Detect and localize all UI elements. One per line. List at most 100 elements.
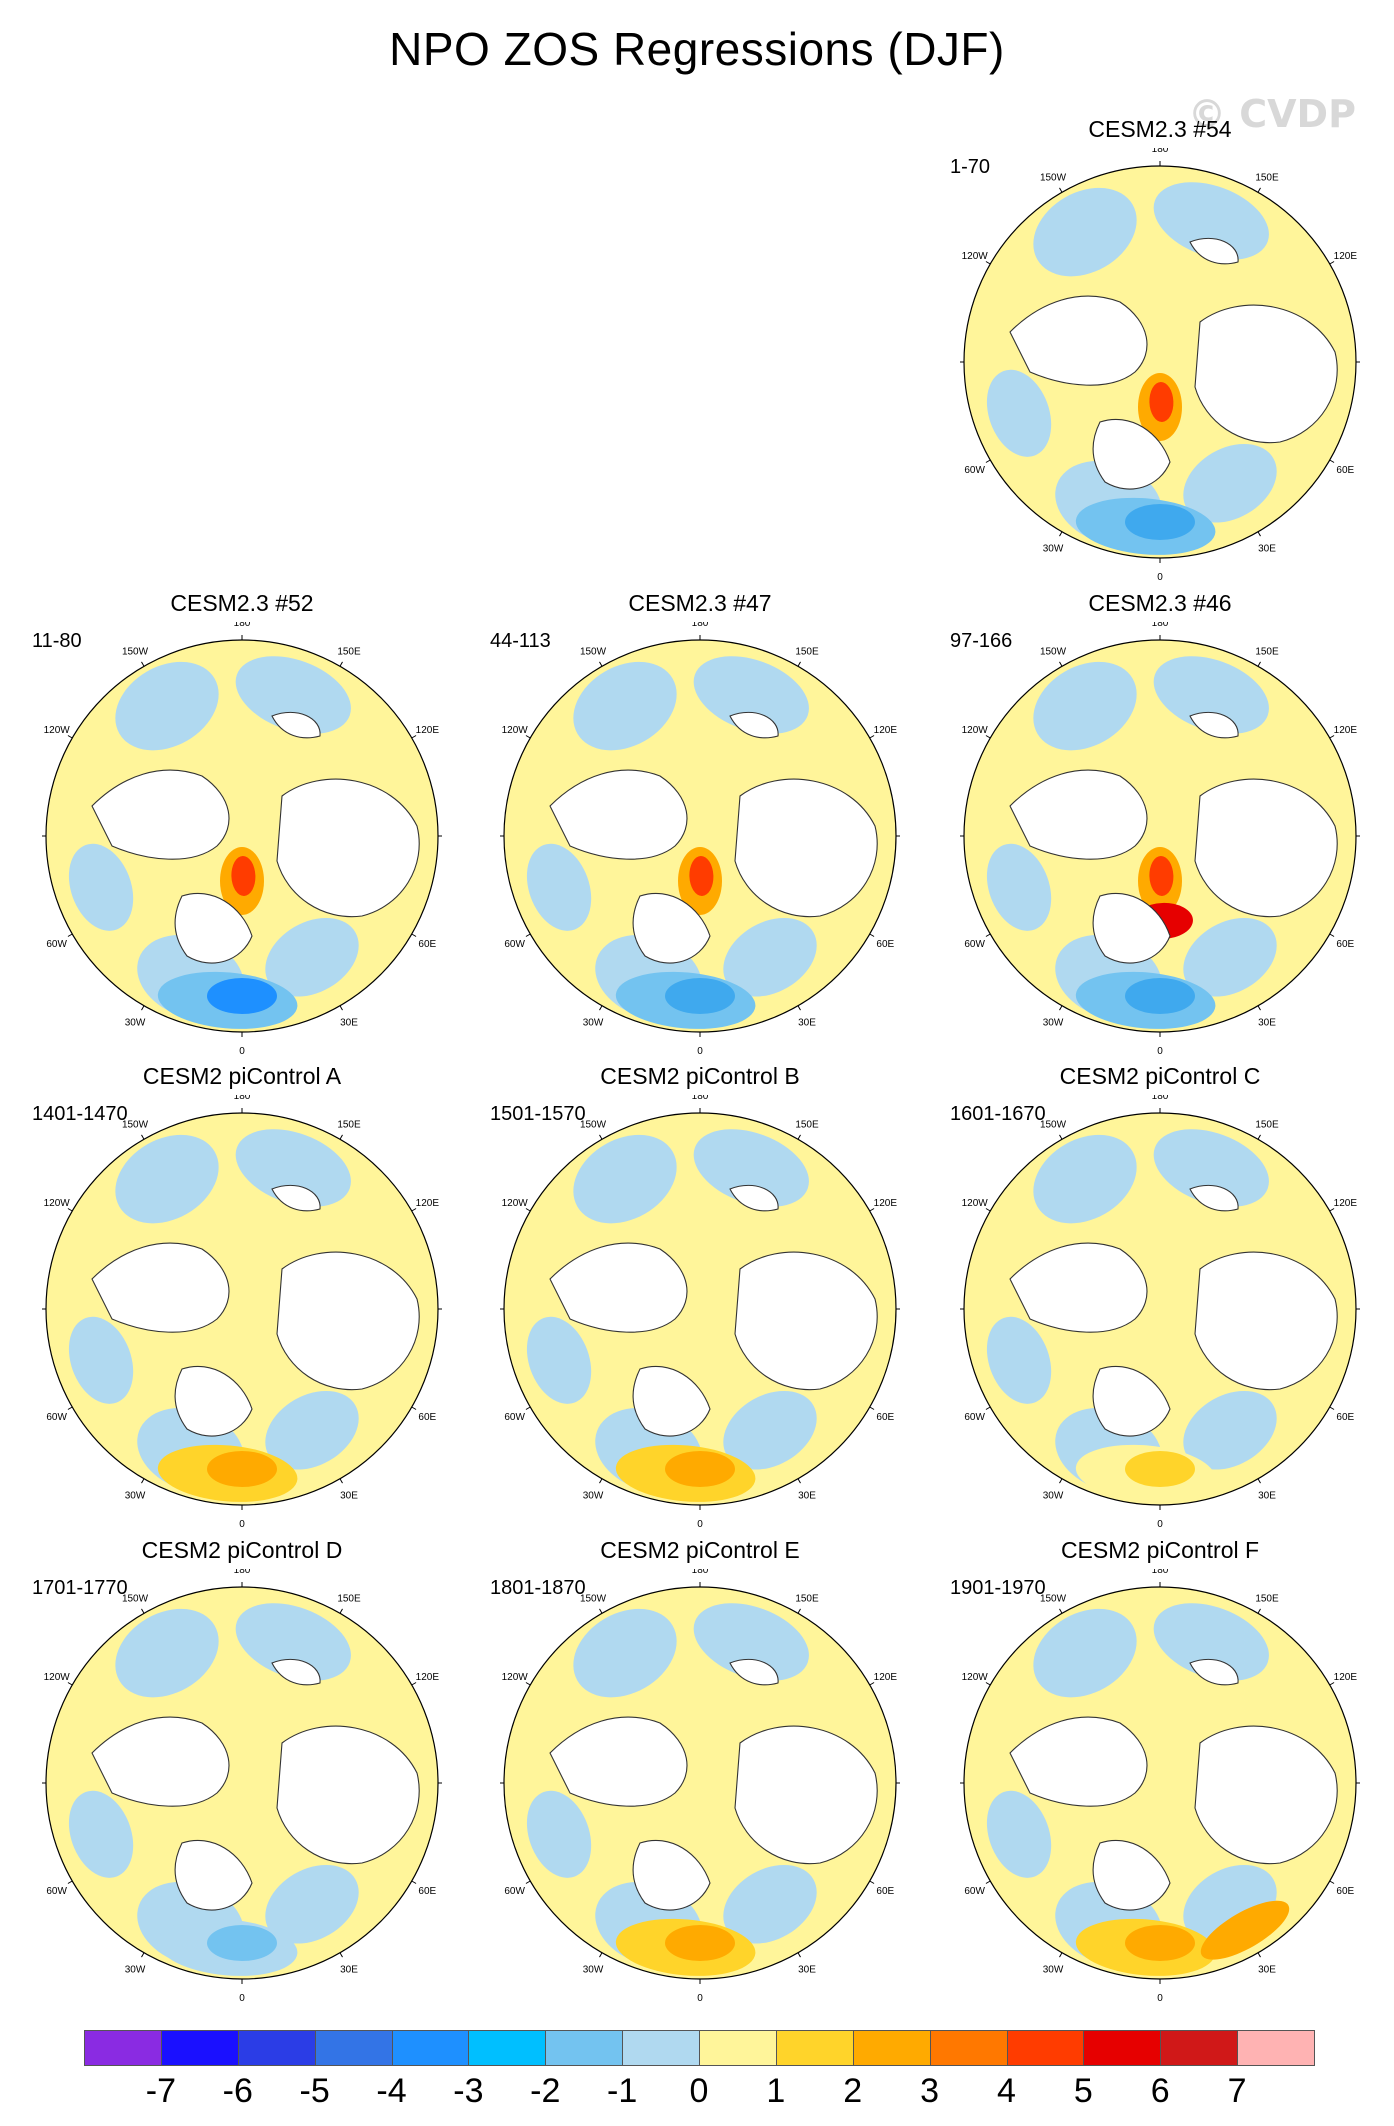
map-panel: CESM2 piControl C1601-1670180150E120E90E… <box>950 1063 1370 1533</box>
polar-map: 180150E120E90E60E30E030W60W90W120W150W <box>500 1569 900 2001</box>
longitude-label: 120E <box>874 1198 898 1209</box>
longitude-label: 150W <box>122 1120 149 1131</box>
panel-period: 1501-1570 <box>490 1103 586 1125</box>
longitude-label: 180 <box>692 1569 709 1576</box>
tick-mark <box>1329 459 1335 463</box>
tick-mark <box>599 1952 603 1958</box>
tick-mark <box>141 1005 145 1011</box>
anomaly-region <box>207 978 277 1014</box>
longitude-label: 60W <box>964 465 985 476</box>
anomaly-region <box>265 1864 359 1944</box>
tick-mark <box>339 661 343 667</box>
longitude-label: 30E <box>798 1490 816 1501</box>
longitude-label: 60W <box>964 1412 985 1423</box>
anomaly-region <box>665 1451 735 1487</box>
map-panel: CESM2 piControl A1401-1470180150E120E90E… <box>32 1063 452 1533</box>
polar-map: 180150E120E90E60E30E030W60W90W120W150W <box>500 622 900 1054</box>
longitude-label: 60W <box>46 939 67 950</box>
land-mass <box>1194 1725 1338 1865</box>
longitude-label: 180 <box>234 1095 251 1102</box>
land-mass <box>1092 418 1171 490</box>
anomaly-region <box>723 917 817 997</box>
longitude-label: 150E <box>1255 1120 1279 1131</box>
longitude-label: 0 <box>697 1993 703 2001</box>
colorbar: -7 -6 -5 -4 -3 -2 -1 0 1 2 3 4 5 6 7 <box>84 2030 1315 2110</box>
longitude-label: 150W <box>1040 173 1067 184</box>
anomaly-region <box>1033 187 1137 277</box>
tick-mark <box>67 1682 73 1686</box>
longitude-label: 30E <box>340 1017 358 1028</box>
land-mass <box>632 892 711 964</box>
anomaly-region <box>1033 1134 1137 1224</box>
anomaly-region <box>68 843 134 931</box>
longitude-label: 120E <box>874 1672 898 1683</box>
panel-period: 1801-1870 <box>490 1577 586 1599</box>
longitude-label: 30E <box>1258 1490 1276 1501</box>
longitude-label: 30W <box>125 1964 146 1975</box>
land-mass <box>91 769 230 860</box>
tick-mark <box>599 1478 603 1484</box>
longitude-label: 0 <box>1157 1993 1163 2001</box>
land-mass <box>1092 892 1171 964</box>
land-mass <box>174 1365 253 1437</box>
longitude-label: 150W <box>580 647 607 658</box>
panel-period: 44-113 <box>490 630 551 652</box>
anomaly-region <box>115 1134 219 1224</box>
land-mass <box>1009 1242 1148 1333</box>
tick-mark <box>339 1134 343 1140</box>
tick-mark <box>985 933 991 937</box>
tick-mark <box>141 1478 145 1484</box>
longitude-label: 30W <box>1043 543 1064 554</box>
anomaly-region <box>1125 1451 1195 1487</box>
longitude-label: 30E <box>798 1964 816 1975</box>
longitude-label: 60E <box>418 939 436 950</box>
anomaly-region <box>115 661 219 751</box>
longitude-label: 60W <box>504 1886 525 1897</box>
longitude-label: 30W <box>125 1490 146 1501</box>
colorbar-swatch <box>84 2030 162 2066</box>
tick-mark <box>985 735 991 739</box>
longitude-label: 0 <box>239 1519 245 1527</box>
land-mass <box>1194 304 1338 444</box>
longitude-label: 150E <box>337 1120 361 1131</box>
panel-title: CESM2 piControl E <box>600 1537 800 1563</box>
land-mass <box>549 1716 688 1807</box>
tick-mark <box>797 1608 801 1614</box>
colorbar-label: -5 <box>299 2072 330 2110</box>
anomaly-region <box>1125 504 1195 540</box>
land-mass <box>1092 1365 1171 1437</box>
anomaly-region <box>68 1316 134 1404</box>
figure-title: NPO ZOS Regressions (DJF) <box>389 23 1005 75</box>
longitude-label: 60E <box>1336 465 1354 476</box>
colorbar-swatch <box>929 2030 1008 2066</box>
anomaly-region <box>235 1129 351 1207</box>
panel-period: 1901-1970 <box>950 1577 1046 1599</box>
longitude-label: 0 <box>1157 1519 1163 1527</box>
anomaly-region <box>1153 656 1269 734</box>
anomaly-region <box>573 1608 677 1698</box>
land-mass <box>271 711 321 739</box>
colorbar-swatch <box>852 2030 931 2066</box>
panel-period: 11-80 <box>32 630 82 652</box>
anomaly-region <box>693 1603 809 1681</box>
longitude-label: 60E <box>1336 1412 1354 1423</box>
tick-mark <box>411 1208 417 1212</box>
longitude-label: 120W <box>502 1198 529 1209</box>
anomaly-region <box>986 843 1052 931</box>
longitude-label: 150W <box>122 1594 149 1605</box>
longitude-label: 120W <box>962 251 989 262</box>
anomaly-region <box>723 1864 817 1944</box>
longitude-label: 180 <box>1152 622 1169 629</box>
tick-mark <box>411 1406 417 1410</box>
colorbar-label: -7 <box>145 2072 176 2110</box>
panel-title: CESM2 piControl B <box>600 1063 800 1089</box>
colorbar-label: -6 <box>222 2072 253 2110</box>
tick-mark <box>797 1134 801 1140</box>
polar-map: 180150E120E90E60E30E030W60W90W120W150W <box>42 1569 442 2001</box>
land-mass <box>91 1242 230 1333</box>
map-panel: CESM2 piControl B1501-1570180150E120E90E… <box>490 1063 910 1533</box>
panel-title: CESM2.3 #46 <box>1088 590 1232 616</box>
longitude-label: 150W <box>1040 1594 1067 1605</box>
longitude-label: 120W <box>962 1198 989 1209</box>
tick-mark <box>1059 1478 1063 1484</box>
